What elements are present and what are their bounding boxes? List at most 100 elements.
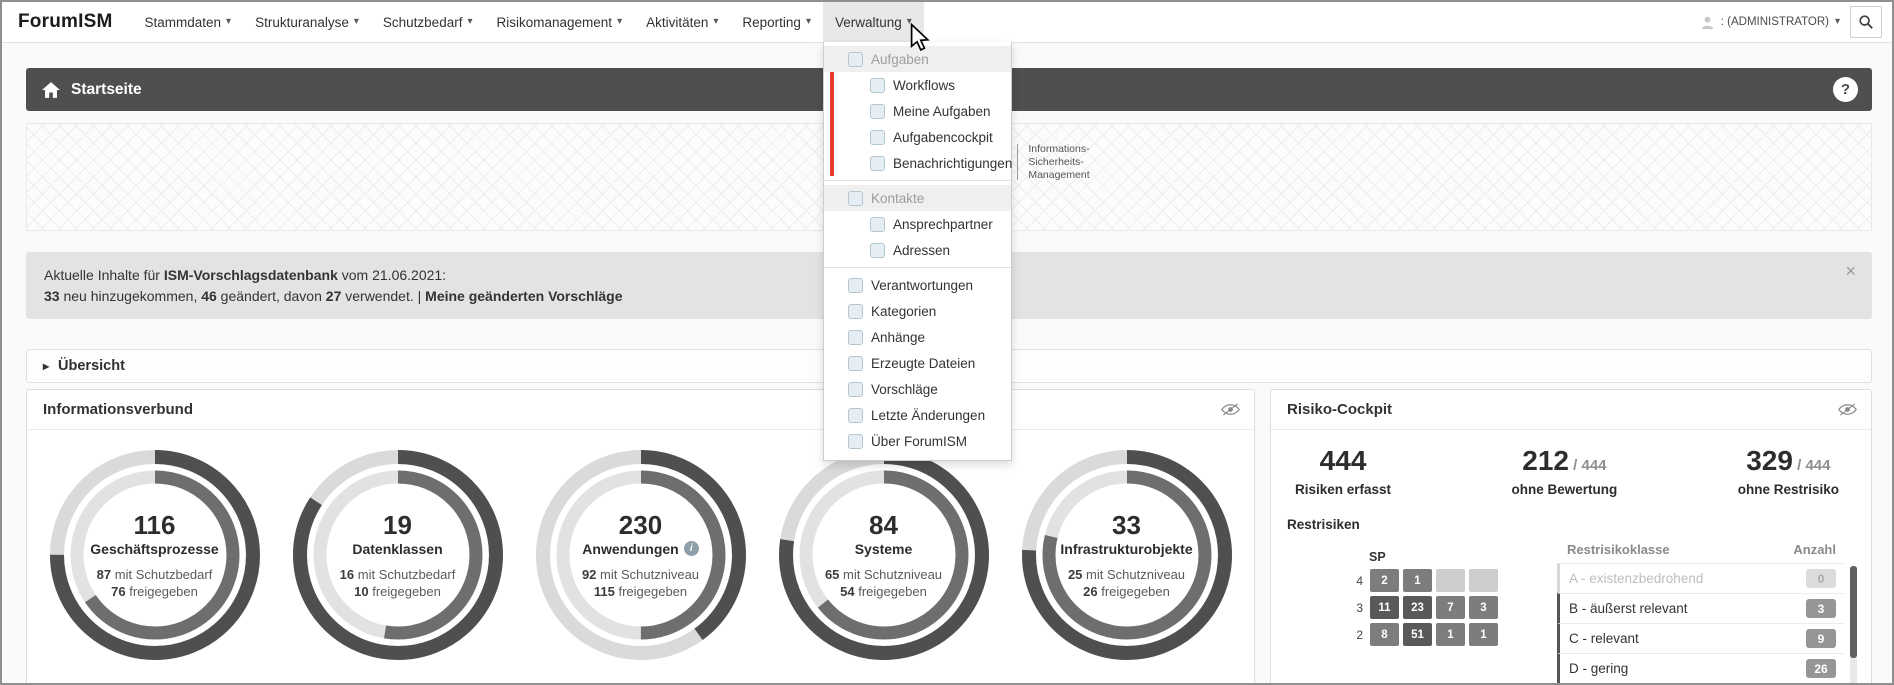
notification-line-2: 33 neu hinzugekommen, 46 geändert, davon…: [44, 288, 623, 304]
donut-chart: [49, 450, 260, 660]
menu-item-benachrichtigungen[interactable]: Benachrichtigungen: [824, 150, 1013, 176]
changed-suggestions-link[interactable]: Meine geänderten Vorschläge: [425, 288, 623, 304]
menu-item-label: Meine Aufgaben: [892, 103, 991, 119]
matrix-row: 3 11 23 7 3: [1349, 596, 1502, 619]
eye-slash-icon[interactable]: [1838, 402, 1857, 421]
table-row[interactable]: C - relevant 9: [1557, 623, 1844, 653]
risk-bottom-row: SP 4 2 1 3 11 23 7 3 2 8: [1271, 540, 1871, 683]
matrix-cell: 7: [1436, 596, 1465, 619]
menu-item-label: Workflows: [892, 77, 955, 93]
ring-anwendungen: 230 Anwendungen i 92 mit Schutzniveau 11…: [524, 444, 758, 683]
nav-item-schutzbedarf[interactable]: Schutzbedarf ▾: [371, 2, 485, 42]
menu-item-anhaenge[interactable]: Anhänge: [824, 324, 1011, 350]
table-row[interactable]: D - gering 26: [1557, 653, 1844, 683]
ring-value: 230: [618, 509, 663, 540]
nav-item-risikomanagement[interactable]: Risikomanagement ▾: [485, 2, 635, 42]
menu-item-verantwortungen[interactable]: Verantwortungen: [824, 272, 1011, 298]
matrix-row: 2 8 51 1 1: [1349, 623, 1502, 646]
menu-separator: [823, 180, 1011, 181]
caret-down-icon: ▾: [713, 16, 719, 27]
matrix-row-label: 2: [1356, 627, 1363, 642]
caret-right-icon: ▸: [43, 359, 50, 373]
search-icon: [1859, 15, 1873, 29]
contact-person-icon: [869, 216, 885, 232]
menu-item-meine-aufgaben[interactable]: Meine Aufgaben: [824, 98, 1011, 124]
suggestions-icon: [847, 381, 863, 397]
matrix-cell: 1: [1436, 623, 1465, 646]
generated-files-icon: [847, 355, 863, 371]
close-icon[interactable]: ×: [1845, 261, 1856, 281]
caret-down-icon: ▾: [467, 16, 473, 27]
help-button[interactable]: ?: [1833, 77, 1858, 102]
menu-item-kategorien[interactable]: Kategorien: [824, 298, 1011, 324]
info-icon[interactable]: i: [683, 541, 699, 556]
notification-line-1: Aktuelle Inhalte für ISM-Vorschlagsdaten…: [44, 267, 447, 283]
menu-item-workflows[interactable]: Workflows: [824, 72, 1011, 98]
menu-item-ansprechpartner[interactable]: Ansprechpartner: [824, 211, 1011, 237]
menu-item-adressen[interactable]: Adressen: [824, 237, 1011, 263]
nav-item-verwaltung[interactable]: Verwaltung ▾ Aufgaben Workflows: [822, 2, 1012, 461]
matrix-cell: 23: [1403, 596, 1432, 619]
ring-label: Infrastrukturobjekte: [1060, 540, 1193, 557]
table-row[interactable]: B - äußerst relevant 3: [1557, 593, 1844, 623]
menu-item-aufgabencockpit[interactable]: Aufgabencockpit: [824, 124, 1011, 150]
ring-sublines: 25 mit Schutzniveau 26 freigegeben: [1067, 566, 1186, 599]
count-badge: 9: [1806, 629, 1836, 648]
matrix-axis-label: SP: [1369, 550, 1386, 564]
nav-item-stammdaten[interactable]: Stammdaten ▾: [133, 2, 244, 42]
matrix-cell: 8: [1370, 623, 1399, 646]
logo-divider: [1017, 144, 1019, 180]
task-cockpit-icon: [869, 129, 885, 145]
count-badge: 3: [1806, 599, 1836, 618]
nav-item-label: Risikomanagement: [496, 14, 613, 30]
ring-sublines: 87 mit Schutzbedarf 76 freigegeben: [96, 566, 213, 599]
stat-ohne-restrisiko: 329 / 444 ohne Restrisiko: [1737, 445, 1839, 498]
user-icon: [1701, 16, 1713, 29]
nav-item-label: Schutzbedarf: [382, 14, 463, 30]
eye-slash-icon[interactable]: [1221, 402, 1240, 421]
row-label: C - relevant: [1569, 631, 1639, 646]
navbar-right: : (ADMINISTRATOR) ▾: [1700, 2, 1892, 42]
ring-value: 116: [133, 509, 176, 540]
risk-stats-row: 444 Risiken erfasst 212 / 444 ohne Bewer…: [1271, 430, 1871, 498]
scrollbar-thumb[interactable]: [1850, 566, 1857, 658]
home-icon: [42, 81, 60, 98]
user-menu[interactable]: : (ADMINISTRATOR) ▾: [1700, 15, 1840, 30]
workflow-icon: [869, 77, 885, 93]
row-label: B - äußerst relevant: [1569, 601, 1688, 616]
menu-group-aufgaben[interactable]: Aufgaben: [823, 46, 1011, 72]
menu-item-label: Ansprechpartner: [892, 216, 993, 232]
addresses-icon: [869, 242, 885, 258]
nav-item-label: Aktivitäten: [646, 14, 709, 30]
menu-group-kontakte[interactable]: Kontakte: [823, 185, 1011, 211]
caret-down-icon: ▾: [906, 16, 912, 27]
menu-item-vorschlaege[interactable]: Vorschläge: [824, 376, 1011, 402]
menu-item-label: Aufgabencockpit: [892, 129, 993, 145]
menu-item-ueber-forumism[interactable]: Über ForumISM: [824, 428, 1011, 454]
nav-item-aktivitaeten[interactable]: Aktivitäten ▾: [634, 2, 730, 42]
menu-item-label: Letzte Änderungen: [870, 407, 986, 423]
top-navbar: ForumISM Stammdaten ▾ Strukturanalyse ▾ …: [2, 2, 1892, 461]
search-button[interactable]: [1850, 6, 1882, 38]
contacts-icon: [847, 190, 863, 206]
ring-value: 19: [383, 509, 412, 540]
table-scrollbar[interactable]: [1850, 566, 1857, 683]
menu-item-label: Aufgaben: [870, 51, 929, 67]
donut-chart: [292, 450, 503, 660]
nav-item-reporting[interactable]: Reporting ▾: [730, 2, 823, 42]
menu-item-label: Benachrichtigungen: [892, 155, 1013, 171]
caret-down-icon: ▾: [617, 16, 623, 27]
menu-item-letzte-aenderungen[interactable]: Letzte Änderungen: [824, 402, 1011, 428]
row-label: D - gering: [1569, 661, 1629, 676]
app-logo[interactable]: ForumISM: [18, 11, 113, 32]
tasks-icon: [847, 51, 863, 67]
ring-label: Datenklassen: [352, 540, 443, 557]
table-row[interactable]: A - existenzbedrohend 0: [1557, 563, 1844, 593]
menu-item-label: Verantwortungen: [870, 277, 974, 293]
ring-systeme: 84 Systeme 65 mit Schutzniveau 54 freige…: [767, 444, 1001, 683]
caret-down-icon: ▾: [1834, 16, 1840, 27]
menu-item-erzeugte-dateien[interactable]: Erzeugte Dateien: [824, 350, 1011, 376]
nav-item-strukturanalyse[interactable]: Strukturanalyse ▾: [243, 2, 371, 42]
user-label: : (ADMINISTRATOR): [1720, 16, 1829, 28]
matrix-row: 4 2 1: [1349, 569, 1502, 592]
